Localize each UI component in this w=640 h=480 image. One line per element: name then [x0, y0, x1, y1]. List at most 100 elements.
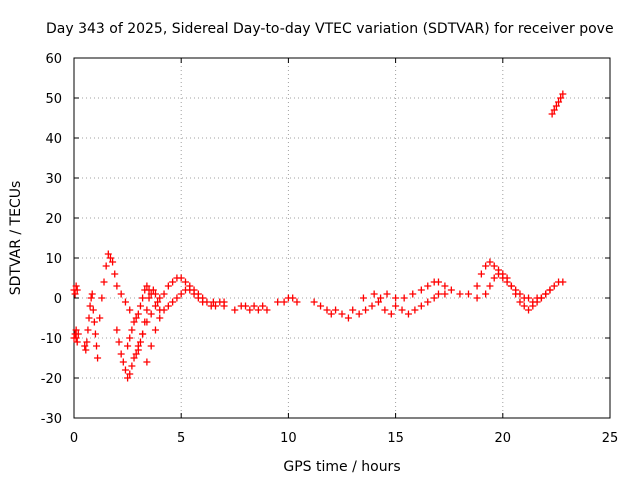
grid [74, 58, 610, 418]
data-point [181, 278, 189, 286]
series-mid-day [209, 290, 449, 322]
data-point [344, 314, 352, 322]
data-point [124, 374, 132, 382]
data-point [169, 298, 177, 306]
data-point [473, 282, 481, 290]
data-point [124, 342, 132, 350]
data-point [250, 302, 258, 310]
data-point [332, 306, 340, 314]
data-point [383, 290, 391, 298]
data-point [430, 294, 438, 302]
y-tick-label: 40 [45, 132, 62, 147]
data-point [411, 306, 419, 314]
data-point [409, 290, 417, 298]
data-point [126, 306, 134, 314]
data-point [289, 294, 297, 302]
data-point [550, 282, 558, 290]
data-point [139, 294, 147, 302]
data-point [83, 338, 91, 346]
data-point [220, 302, 228, 310]
data-point [145, 294, 153, 302]
data-point [87, 294, 95, 302]
data-point [73, 338, 81, 346]
data-point [96, 314, 104, 322]
data-point [349, 306, 357, 314]
data-point [102, 262, 110, 270]
data-point [317, 302, 325, 310]
x-tick-label: 20 [495, 431, 512, 446]
data-point [143, 318, 151, 326]
data-point [209, 298, 217, 306]
y-tick-label: 0 [54, 292, 62, 307]
data-point [109, 258, 117, 266]
data-point [89, 306, 97, 314]
data-point [169, 278, 177, 286]
data-point [392, 294, 400, 302]
data-point [424, 298, 432, 306]
data-point [139, 330, 147, 338]
data-point [117, 350, 125, 358]
data-point [464, 290, 472, 298]
x-tick-label: 25 [602, 431, 619, 446]
data-point [362, 306, 370, 314]
data-point [486, 282, 494, 290]
series-outlier-arc [548, 90, 567, 118]
data-point [111, 270, 119, 278]
data-point [212, 302, 220, 310]
series-cluster-2-4h [113, 282, 164, 382]
data-point [441, 290, 449, 298]
data-point [70, 334, 78, 342]
data-point [499, 274, 507, 282]
y-tick-label: -30 [41, 412, 62, 427]
data-point [104, 250, 112, 258]
data-point [516, 290, 524, 298]
data-point [73, 286, 81, 294]
data-point [310, 298, 318, 306]
data-point [387, 310, 395, 318]
data-point [434, 290, 442, 298]
data-point [128, 362, 136, 370]
y-tick-label: -10 [41, 332, 62, 347]
data-point [136, 338, 144, 346]
data-point [400, 294, 408, 302]
data-point [113, 282, 121, 290]
data-point [132, 314, 140, 322]
data-point [486, 258, 494, 266]
data-point [377, 294, 385, 302]
data-point [552, 102, 560, 110]
data-point [113, 326, 121, 334]
data-point [136, 302, 144, 310]
data-point [546, 286, 554, 294]
data-point [145, 286, 153, 294]
data-point [263, 306, 271, 314]
data-point [242, 302, 250, 310]
data-point [417, 286, 425, 294]
x-axis-ticks: 0 5 10 15 20 25 [70, 58, 618, 446]
data-point [151, 290, 159, 298]
data-point [72, 282, 80, 290]
x-tick-label: 15 [387, 431, 404, 446]
series-upper-arc-13-18h [359, 278, 481, 302]
data-point [293, 298, 301, 306]
data-point [71, 290, 79, 298]
data-point [482, 290, 490, 298]
data-point [86, 302, 94, 310]
chart-title: Day 343 of 2025, Sidereal Day-to-day VTE… [46, 21, 614, 37]
data-point [559, 90, 567, 98]
data-point [542, 290, 550, 298]
data-point [94, 354, 102, 362]
data-point [85, 314, 93, 322]
data-point [82, 346, 90, 354]
data-point [100, 278, 108, 286]
data-point [130, 318, 138, 326]
data-point [84, 326, 92, 334]
data-point [482, 262, 490, 270]
data-point [512, 286, 520, 294]
data-point [177, 274, 185, 282]
y-axis-ticks: -30 -20 -10 0 10 20 30 40 50 60 [41, 52, 610, 427]
data-point [246, 306, 254, 314]
data-point [154, 298, 162, 306]
data-point [327, 310, 335, 318]
data-point [503, 278, 511, 286]
